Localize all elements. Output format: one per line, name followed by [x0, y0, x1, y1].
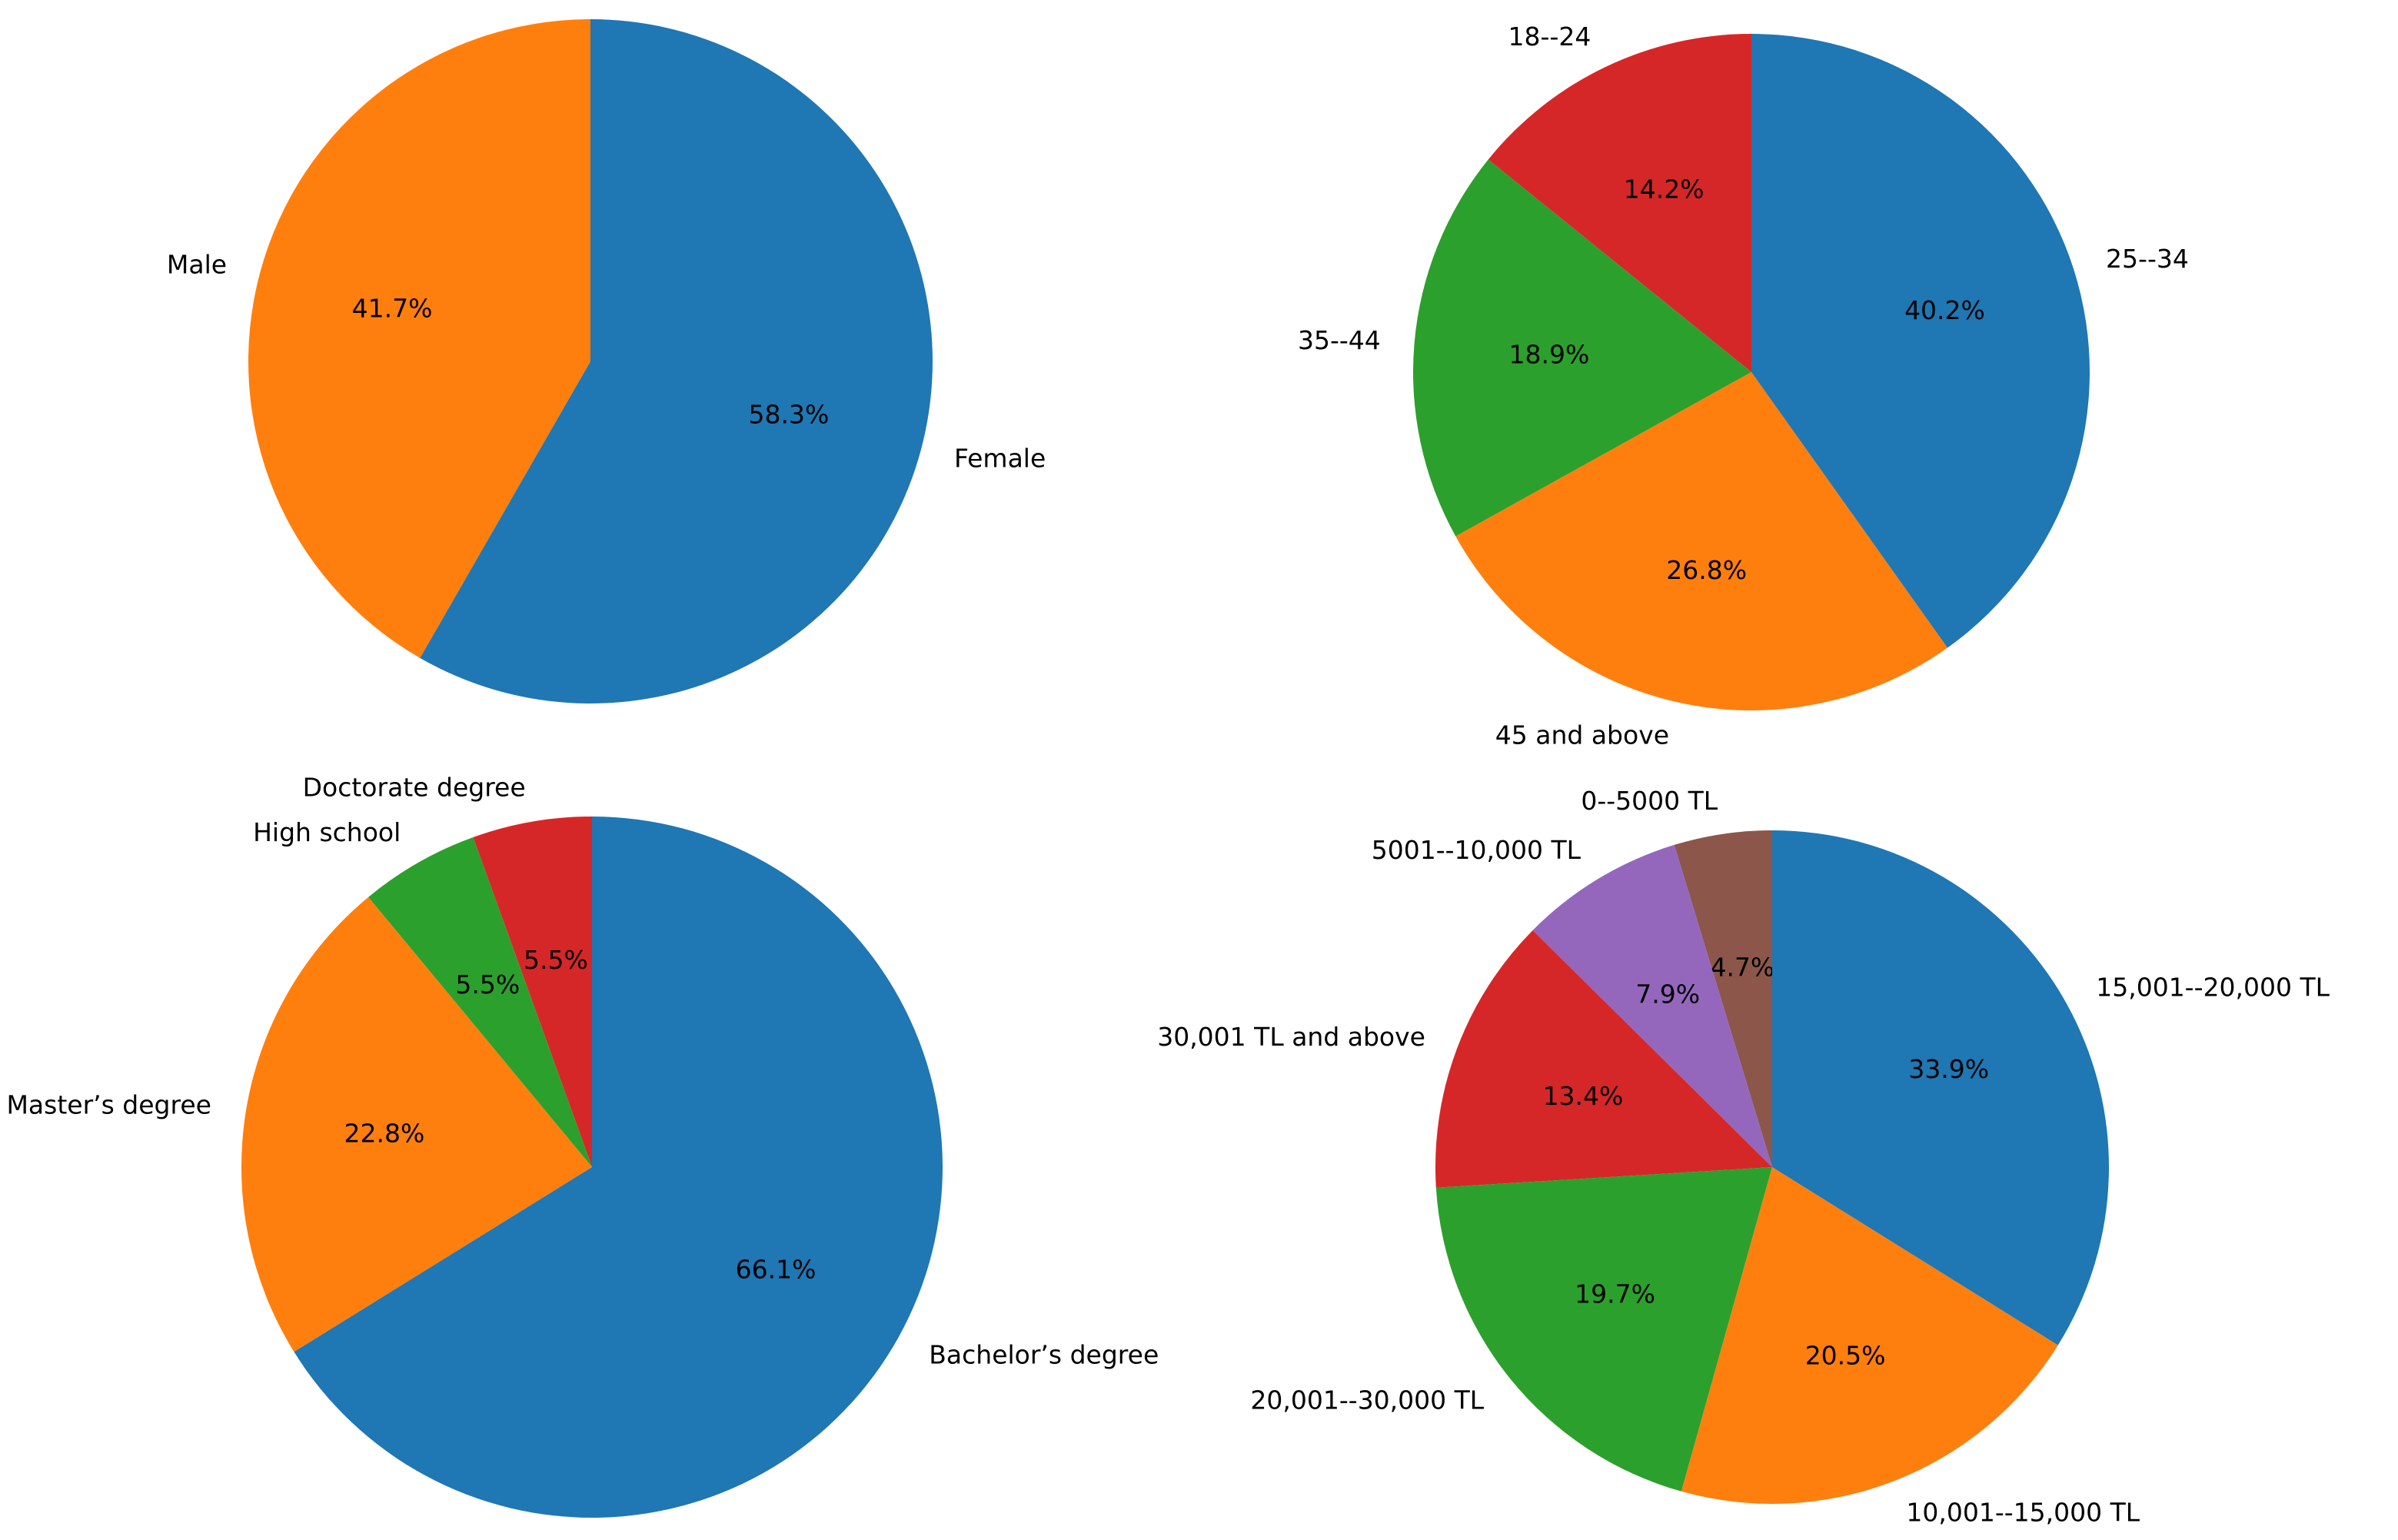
- pie-chart-gender: 41.7% Male 58.3% Female: [167, 19, 1046, 703]
- pie-slice-label: 18--24: [1508, 22, 1591, 52]
- pie-slice-percent: 22.8%: [344, 1118, 425, 1148]
- pie-slice-percent: 40.2%: [1904, 295, 1985, 325]
- pie-slice: [420, 19, 933, 703]
- pie-chart-education: 5.5% Doctorate degree 5.5% High school 22.8%…: [6, 772, 1159, 1518]
- pie-slice-percent: 13.4%: [1543, 1081, 1624, 1111]
- pie-slice-percent: 33.9%: [1908, 1054, 1989, 1084]
- pie-slice-label: Female: [954, 444, 1046, 474]
- pie-slice-label: Male: [167, 249, 227, 279]
- pie-slice-percent: 41.7%: [352, 294, 433, 324]
- pie-slice-label: Master’s degree: [6, 1090, 211, 1120]
- pie-slice: [1751, 34, 2090, 648]
- pie-slice: [241, 896, 592, 1352]
- pie-slice-percent: 7.9%: [1635, 979, 1700, 1009]
- pie-slice-label: 0--5000 TL: [1581, 786, 1718, 816]
- pie-slice-percent: 20.5%: [1805, 1340, 1886, 1370]
- pie-slice-label: High school: [253, 817, 401, 847]
- pie-slice-percent: 5.5%: [524, 945, 588, 975]
- pie-slice-label: Bachelor’s degree: [929, 1339, 1159, 1369]
- pie-slice-percent: 58.3%: [749, 399, 830, 429]
- pie-slice-label: 20,001--30,000 TL: [1250, 1385, 1484, 1415]
- pie-slice-label: 10,001--15,000 TL: [1906, 1498, 2140, 1528]
- pie-chart-age: 14.2% 18--24 18.9% 35--44 26.8% 45 and above 4…: [1298, 22, 2189, 750]
- pie-slice-percent: 66.1%: [736, 1255, 817, 1285]
- pie-slice: [1455, 372, 1948, 710]
- pie-slice: [1532, 844, 1772, 1167]
- pie-slice-label: 5001--10,000 TL: [1372, 835, 1581, 865]
- pie-slice-label: 25--34: [2106, 244, 2189, 274]
- pie-slice: [368, 837, 592, 1167]
- pie-slice-label: 35--44: [1298, 325, 1381, 355]
- pie-slice-percent: 26.8%: [1666, 555, 1747, 585]
- pie-slice: [1772, 830, 2109, 1345]
- pie-slice-label: Doctorate degree: [303, 772, 526, 802]
- pie-slice: [1488, 34, 1751, 372]
- pie-slice: [1681, 1167, 2058, 1504]
- pie-slice: [473, 817, 592, 1167]
- pie-slice: [1412, 159, 1751, 537]
- pie-slice-percent: 4.7%: [1710, 953, 1774, 983]
- pie-slice: [1435, 1167, 1772, 1492]
- pie-slice-percent: 5.5%: [455, 970, 520, 1000]
- pie-slice: [1674, 830, 1772, 1167]
- pie-slice-percent: 19.7%: [1575, 1279, 1655, 1309]
- pie-slice-percent: 18.9%: [1509, 340, 1590, 370]
- pie-slice-label: 30,001 TL and above: [1157, 1022, 1425, 1052]
- pie-slice: [1435, 930, 1772, 1188]
- pie-slice-percent: 14.2%: [1624, 174, 1705, 204]
- pie-slice-label: 15,001--20,000 TL: [2096, 973, 2330, 1003]
- pie-slice: [248, 19, 590, 658]
- pie-slice: [294, 817, 943, 1518]
- pie-chart-income: 4.7% 0--5000 TL 7.9% 5001--10,000 TL 13.4% 30…: [1157, 786, 2330, 1528]
- pie-slice-label: 45 and above: [1495, 720, 1669, 750]
